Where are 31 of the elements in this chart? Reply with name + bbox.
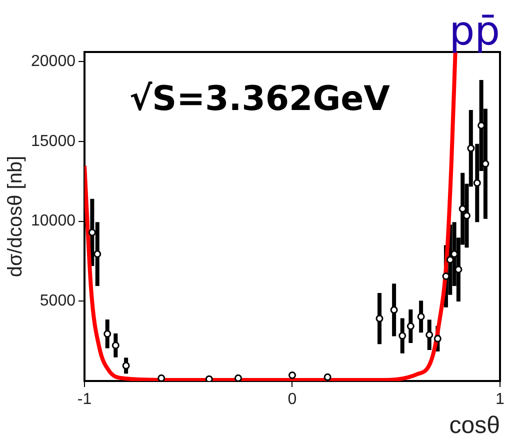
point — [104, 330, 112, 338]
point — [122, 362, 130, 370]
x-tick-label: -1 — [77, 391, 92, 408]
point — [158, 374, 166, 381]
point — [94, 250, 102, 258]
point — [234, 374, 242, 381]
point — [426, 331, 434, 339]
y-axis-title: dσ/dcosθ [nb] — [4, 156, 27, 278]
point — [398, 332, 406, 340]
point — [205, 375, 213, 381]
annotation: √S=3.362GeV — [129, 78, 391, 119]
point — [112, 342, 120, 350]
y-tick-label: 5000 — [40, 292, 76, 310]
point — [406, 322, 414, 330]
point — [473, 179, 481, 187]
point — [467, 144, 475, 152]
y-tick-label: 15000 — [30, 132, 76, 150]
y-tick-label: 20000 — [30, 52, 76, 70]
y-tick-label: 10000 — [30, 212, 76, 230]
line-series — [84, 52, 458, 381]
point — [324, 373, 332, 381]
point — [376, 314, 384, 322]
annotation: pp̄ — [449, 8, 500, 54]
point — [288, 372, 296, 379]
x-tick-label: 0 — [288, 391, 297, 408]
point — [434, 334, 442, 342]
x-axis-title: cosθ — [449, 412, 500, 440]
point — [417, 312, 425, 320]
x-tick-label: 1 — [496, 391, 505, 408]
point — [390, 306, 398, 314]
point — [88, 228, 96, 236]
